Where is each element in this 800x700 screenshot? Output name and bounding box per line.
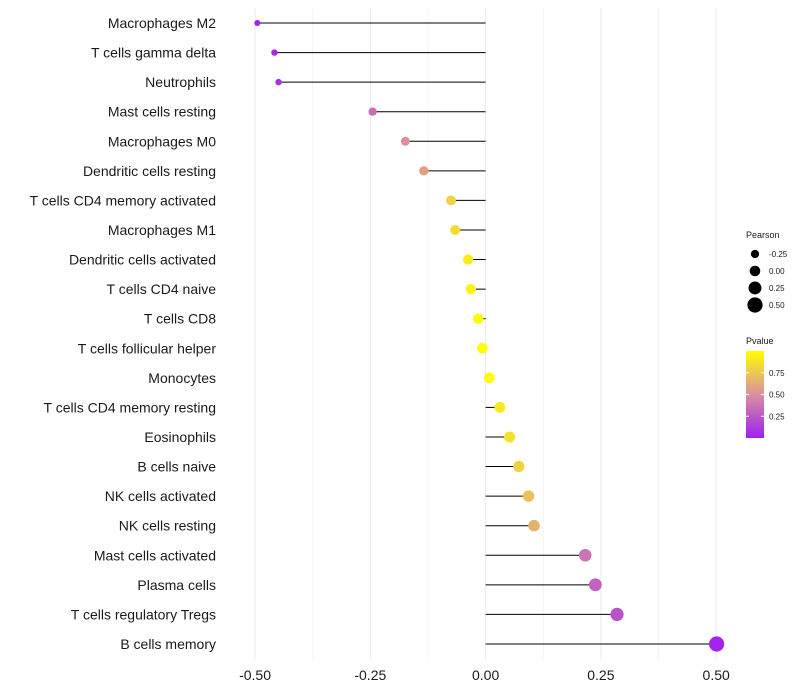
size-legend-label: 0.50 [769,301,785,310]
lollipop-dot [419,166,429,176]
lollipop-dot [588,578,602,592]
legend: Pearson Pvalue -0.25 0.00 0.25 0.50 0.75 0.50… [746,230,788,438]
category-label: Neutrophils [145,74,216,90]
lollipop-dot [450,224,461,235]
category-label: Macrophages M2 [108,15,216,31]
x-tick-label: -0.25 [354,667,386,683]
lollipop-dot [473,313,484,324]
color-legend-label: 0.25 [769,412,785,421]
category-label: Macrophages M1 [108,222,216,238]
x-tick-label: 0.25 [587,667,614,683]
lollipop-dot [462,254,474,265]
size-legend-dot [749,265,761,277]
category-label: T cells follicular helper [78,340,217,356]
lollipop-dot [271,49,278,56]
lollipop-dot [513,460,525,473]
size-legend-dot [748,281,762,295]
category-label: NK cells resting [119,518,216,534]
lollipop-dot [528,519,540,532]
lollipop-dot [494,401,506,413]
x-tick-label: -0.50 [239,667,271,683]
category-label: Dendritic cells resting [83,163,216,179]
color-legend-title: Pvalue [746,336,774,346]
lollipop-dot [275,78,282,86]
lollipop-dots [254,19,725,652]
lollipop-dot [610,607,624,622]
lollipop-dot [254,19,261,27]
lollipop-dot [368,107,377,116]
size-legend-title: Pearson [746,230,780,240]
category-label: Mast cells resting [108,104,216,120]
lollipop-dot [522,490,535,502]
size-legend-dot [750,249,760,259]
x-axis-tick-labels: -0.50 -0.25 0.00 0.25 0.50 [239,667,730,683]
category-label: T cells CD4 memory resting [44,399,216,415]
size-legend-dot [747,297,763,313]
category-label: B cells memory [120,636,216,652]
category-label: T cells CD8 [144,311,216,327]
lollipop-dot [709,636,725,652]
lollipop-dot [477,343,488,354]
lollipop-dot [483,372,495,384]
category-label: Eosinophils [144,429,216,445]
lollipop-dot [446,195,456,206]
category-label: T cells CD4 naive [107,281,217,297]
size-legend-label: 0.00 [769,267,785,276]
x-tick-label: 0.00 [472,667,499,683]
category-label: Macrophages M0 [108,133,216,149]
size-legend-label: -0.25 [769,250,788,259]
category-label: Mast cells activated [94,547,216,563]
category-label: NK cells activated [105,488,216,504]
category-label: Monocytes [148,370,216,386]
lollipop-dot [504,431,516,443]
size-legend-label: 0.25 [769,284,785,293]
category-label: Dendritic cells activated [69,252,216,268]
lollipop-dot [400,136,410,146]
color-legend-label: 0.75 [769,369,785,378]
category-label: T cells regulatory Tregs [71,606,216,622]
color-legend-bar [746,351,764,438]
lollipop-stems [257,22,717,645]
lollipop-dot [578,548,592,562]
lollipop-dot [465,283,477,295]
grid-lines [254,8,717,660]
category-label: T cells CD4 memory activated [30,192,216,208]
category-label: B cells naive [137,459,216,475]
category-label: T cells gamma delta [91,45,216,61]
category-label: Plasma cells [137,577,216,593]
color-legend-label: 0.50 [769,391,785,400]
x-tick-label: 0.50 [703,667,730,683]
category-labels: Macrophages M2 T cells gamma delta Neutrop… [30,15,217,652]
